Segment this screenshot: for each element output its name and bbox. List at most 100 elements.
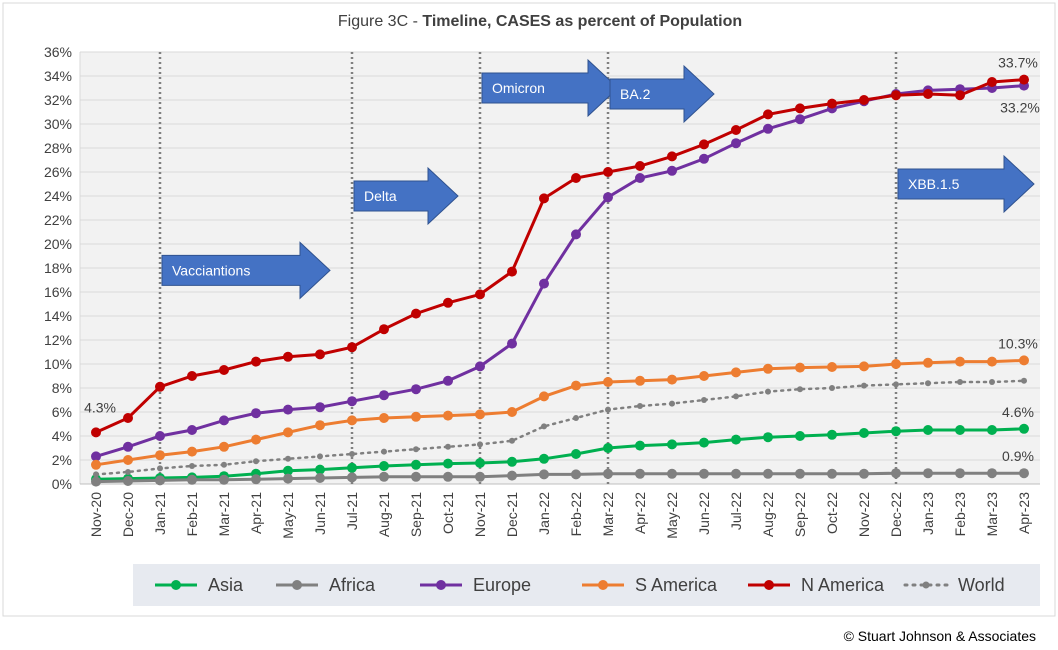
data-point bbox=[443, 297, 453, 308]
data-point bbox=[315, 473, 325, 483]
data-point bbox=[347, 396, 357, 407]
data-point bbox=[923, 425, 933, 435]
event-arrows: Vacciantions Delta Omicron BA.2 XBB.1.5 bbox=[161, 58, 1035, 300]
data-point bbox=[379, 461, 389, 471]
data-point bbox=[955, 90, 965, 101]
data-point bbox=[669, 400, 675, 407]
event-arrow: Delta bbox=[353, 166, 459, 226]
data-point bbox=[541, 423, 547, 430]
data-point bbox=[603, 192, 613, 203]
data-point bbox=[251, 434, 261, 445]
data-point bbox=[283, 404, 293, 415]
data-point bbox=[731, 125, 741, 135]
data-point bbox=[987, 425, 997, 435]
data-point bbox=[285, 455, 291, 462]
series-line bbox=[95, 358, 1025, 467]
data-point bbox=[699, 437, 709, 448]
annotation-label: 0.9% bbox=[1002, 448, 1034, 464]
data-point bbox=[411, 459, 421, 470]
data-point bbox=[1019, 355, 1029, 366]
x-tick-label: Jan-22 bbox=[536, 492, 552, 535]
data-point bbox=[571, 449, 581, 459]
data-point bbox=[219, 415, 229, 426]
data-point bbox=[603, 443, 613, 453]
data-point bbox=[923, 468, 933, 479]
x-tick-label: Jul-21 bbox=[344, 492, 360, 530]
data-point bbox=[571, 229, 581, 240]
data-point bbox=[795, 468, 805, 479]
legend-item-europe: Europe bbox=[420, 575, 531, 595]
x-tick-label: Jun-21 bbox=[312, 492, 328, 535]
event-arrow-shape bbox=[897, 154, 1035, 214]
data-point bbox=[859, 361, 869, 372]
x-tick-label: Dec-20 bbox=[120, 492, 136, 537]
y-tick-label: 0% bbox=[52, 476, 72, 492]
data-point bbox=[347, 415, 357, 426]
x-tick-label: Oct-21 bbox=[440, 492, 456, 534]
data-point bbox=[125, 469, 131, 475]
data-point bbox=[891, 426, 901, 437]
x-tick-label: Dec-22 bbox=[888, 492, 904, 537]
x-tick-label: Jan-23 bbox=[920, 492, 936, 535]
data-point bbox=[347, 462, 357, 473]
data-point bbox=[571, 380, 581, 391]
data-point bbox=[187, 425, 197, 435]
data-point bbox=[797, 386, 803, 393]
x-tick-label: Jan-21 bbox=[152, 492, 168, 535]
y-tick-label: 10% bbox=[44, 356, 72, 372]
data-point bbox=[635, 468, 645, 479]
data-point bbox=[795, 103, 805, 114]
data-point bbox=[93, 471, 99, 478]
data-point bbox=[379, 390, 389, 401]
data-point bbox=[507, 338, 517, 349]
event-arrow-shape bbox=[609, 64, 715, 124]
data-point bbox=[315, 402, 325, 413]
x-tick-label: Apr-22 bbox=[632, 492, 648, 534]
annotation-label: 10.3% bbox=[998, 335, 1038, 351]
data-point bbox=[731, 138, 741, 149]
data-point bbox=[891, 90, 901, 101]
data-point bbox=[155, 450, 165, 461]
y-tick-label: 6% bbox=[52, 404, 72, 420]
legend-marker bbox=[598, 580, 608, 590]
data-point bbox=[443, 375, 453, 386]
event-arrow-label: Delta bbox=[364, 188, 397, 204]
x-tick-label: Sep-21 bbox=[408, 492, 424, 537]
y-tick-label: 20% bbox=[44, 236, 72, 252]
data-point bbox=[443, 458, 453, 469]
data-point bbox=[475, 471, 485, 482]
y-tick-label: 34% bbox=[44, 68, 72, 84]
data-point bbox=[379, 324, 389, 335]
x-tick-label: Feb-21 bbox=[184, 492, 200, 537]
x-tick-label: May-21 bbox=[280, 492, 296, 539]
x-tick-label: May-22 bbox=[664, 492, 680, 539]
event-arrow-label: XBB.1.5 bbox=[908, 176, 960, 192]
data-point bbox=[763, 468, 773, 479]
data-point bbox=[157, 465, 163, 472]
data-point bbox=[635, 161, 645, 171]
data-point bbox=[923, 357, 933, 368]
series-line bbox=[95, 471, 1024, 484]
x-axis: Nov-20 Dec-20 Jan-21 Feb-21 Mar-21 Apr-21 May-… bbox=[80, 483, 1040, 539]
data-point bbox=[475, 361, 485, 372]
data-point bbox=[987, 77, 997, 87]
data-point bbox=[827, 362, 837, 372]
y-tick-label: 8% bbox=[52, 380, 72, 396]
data-point bbox=[507, 470, 517, 481]
data-point bbox=[859, 428, 869, 438]
data-point bbox=[1021, 377, 1027, 384]
x-tick-label: Aug-22 bbox=[760, 492, 776, 537]
data-point bbox=[731, 468, 741, 479]
data-point bbox=[347, 342, 357, 353]
series-s-america bbox=[91, 355, 1029, 470]
data-point bbox=[187, 446, 197, 457]
data-point bbox=[667, 439, 677, 450]
legend-label: Europe bbox=[473, 575, 531, 595]
series-group bbox=[91, 74, 1029, 487]
legend-label: N America bbox=[801, 575, 885, 595]
data-point bbox=[379, 413, 389, 423]
data-point bbox=[347, 472, 357, 483]
data-point bbox=[443, 410, 453, 421]
event-arrow-label: BA.2 bbox=[620, 86, 651, 102]
